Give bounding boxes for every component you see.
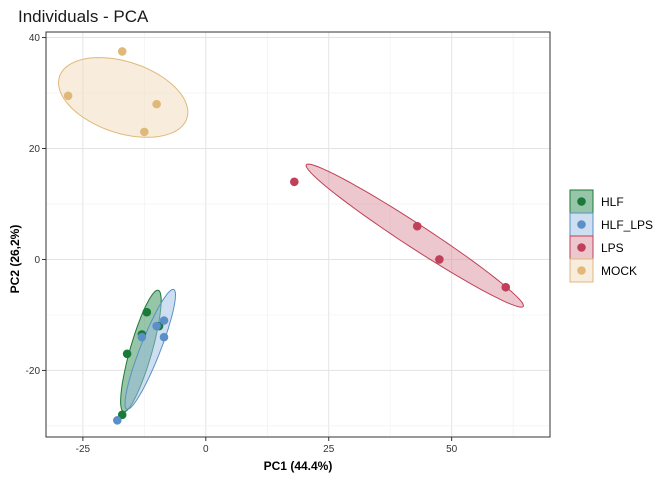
legend-marker-lps	[577, 243, 586, 252]
y-axis-ticks: -20 0 20 40	[26, 33, 46, 377]
legend-marker-hlf	[577, 197, 586, 206]
ellipse-lps	[305, 163, 524, 308]
y-tick-label: 20	[29, 144, 41, 155]
point-hlf-lps	[152, 321, 161, 331]
y-tick-label: -20	[26, 366, 41, 377]
legend-marker-mock	[577, 266, 586, 275]
point-mock	[63, 91, 73, 101]
point-hlf-lps	[137, 332, 147, 342]
point-lps	[435, 255, 444, 264]
point-mock	[140, 127, 149, 137]
y-axis-title: PC2 (26,2%)	[8, 225, 22, 294]
point-mock	[152, 99, 161, 109]
legend-label-hlf-lps: HLF_LPS	[601, 218, 653, 232]
point-lps	[501, 282, 511, 292]
panel-border	[45, 31, 551, 438]
legend-label-hlf: HLF	[601, 195, 624, 209]
point-lps	[290, 177, 299, 187]
x-axis-ticks: -25 0 25 50	[76, 437, 458, 455]
ellipse-mock	[58, 57, 189, 138]
data-points	[63, 47, 511, 425]
x-axis-title: PC1 (44.4%)	[264, 459, 333, 473]
point-lps	[412, 221, 422, 231]
point-hlf-lps	[112, 416, 122, 425]
x-tick-label: 25	[323, 444, 335, 455]
x-tick-label: -25	[76, 444, 91, 455]
y-tick-label: 0	[34, 255, 40, 266]
legend-marker-hlf-lps	[577, 220, 586, 229]
point-hlf-lps	[159, 332, 169, 342]
point-hlf	[142, 307, 152, 317]
y-tick-label: 40	[29, 33, 41, 44]
point-hlf	[122, 349, 132, 359]
legend: HLF HLF_LPS LPS MOCK	[569, 189, 653, 283]
chart-title: Individuals - PCA	[18, 7, 149, 26]
point-mock	[117, 47, 127, 56]
x-tick-label: 0	[203, 444, 209, 455]
legend-label-lps: LPS	[601, 241, 624, 255]
legend-label-mock: MOCK	[601, 264, 637, 278]
grid-lines	[46, 32, 550, 437]
x-tick-label: 50	[446, 444, 458, 455]
point-hlf-lps	[159, 316, 169, 325]
plot-frame	[45, 31, 551, 438]
point-hlf	[117, 410, 127, 420]
